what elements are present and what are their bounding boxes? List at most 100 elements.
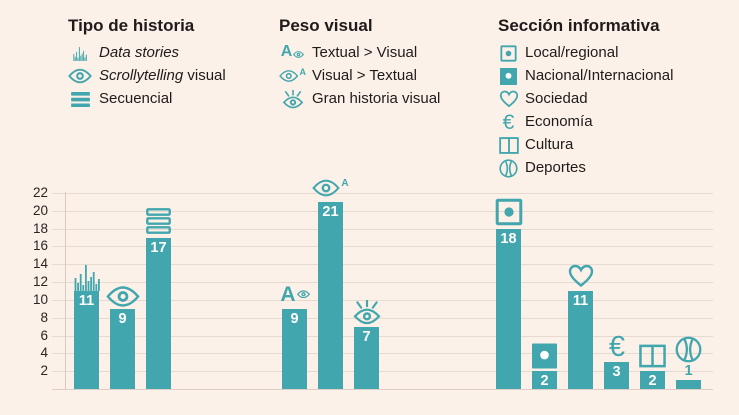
window-panes-icon	[498, 136, 519, 154]
bar-textual-visual	[282, 309, 307, 389]
legend-item-label: Visual > Textual	[312, 67, 417, 85]
legend-item-cultura: Cultura	[498, 134, 673, 156]
y-axis-tick-label: 8	[40, 310, 48, 325]
legend-label-part: Deportes	[525, 159, 586, 176]
legend-item-visual-textual: A Visual > Textual	[279, 65, 440, 87]
legend-item-sociedad: Sociedad	[498, 88, 673, 110]
bar-value-label: 1	[684, 363, 693, 379]
legend-panel-peso-visual: Peso visual A Textual > Visual A Visual > …	[279, 16, 440, 111]
bar-gran-historia-visual	[354, 327, 379, 389]
gridline	[52, 318, 713, 319]
gridline	[52, 336, 713, 337]
bar-value-label: 17	[150, 240, 167, 256]
y-axis-tick-label: 12	[32, 274, 48, 289]
letter-a-eye-icon: A	[279, 43, 306, 63]
gridline	[52, 300, 713, 301]
legend-item-gran-historia-visual: Gran historia visual	[279, 88, 440, 110]
gridline	[52, 211, 713, 212]
gridline	[52, 353, 713, 354]
y-axis-tick-label: 18	[32, 221, 48, 236]
bar-value-label: 18	[500, 231, 517, 247]
legend-label-part: Scrollytelling	[99, 67, 184, 84]
legend-item-label: Scrollytelling visual	[99, 67, 226, 85]
y-axis-tick-label: 22	[32, 185, 48, 200]
heart-icon	[568, 264, 594, 288]
gridline	[52, 371, 713, 372]
bar-value-label: 11	[78, 293, 95, 309]
y-axis-tick-label: 14	[32, 256, 48, 271]
gridline	[52, 246, 713, 247]
square-dot-outline-icon	[495, 198, 523, 226]
bar-data-stories	[74, 291, 99, 389]
legend-label-part: Cultura	[525, 136, 574, 153]
gridline	[52, 282, 713, 283]
legend-item-label: Deportes	[525, 159, 586, 177]
bar-nacional-internacional	[532, 371, 557, 389]
legend-panel-tipo-de-historia: Tipo de historia Data stories Scrollytell…	[68, 16, 226, 111]
eye-letter-a-icon: A	[279, 68, 306, 84]
bar-local-regional	[496, 229, 521, 389]
radiant-eye-icon	[279, 89, 306, 109]
bar-value-label: 9	[290, 311, 299, 327]
y-axis-tick-label: 20	[32, 203, 48, 218]
legend-item-nacional-internacional: Nacional/Internacional	[498, 65, 673, 87]
legend-item-label: Nacional/Internacional	[525, 67, 673, 85]
bar-cultura	[640, 371, 665, 389]
legend-panel-seccion-informativa: Sección informativa Local/regional Nacio…	[498, 16, 673, 180]
legend-label-part: Data stories	[99, 44, 180, 61]
legend-item-textual-visual: A Textual > Visual	[279, 42, 440, 64]
stacked-lines-icon	[68, 91, 92, 107]
legend-title: Sección informativa	[498, 16, 660, 35]
bar-value-label: 7	[362, 329, 371, 345]
legend-label-part: Economía	[525, 113, 593, 130]
legend-label-part: Visual > Textual	[312, 67, 417, 84]
mini-bar-chart-icon	[74, 263, 100, 291]
window-panes-icon	[639, 344, 666, 368]
bar-economia	[604, 362, 629, 389]
legend-item-scrollytelling-visual: Scrollytelling visual	[68, 65, 226, 87]
legend-title: Peso visual	[279, 16, 373, 35]
x-axis-baseline	[52, 389, 713, 390]
legend-item-label: Economía	[525, 113, 593, 131]
y-axis-tick-label: 10	[32, 292, 48, 307]
euro-icon: €	[502, 110, 515, 134]
y-axis-tick-label: 4	[40, 345, 48, 360]
bar-deportes	[676, 380, 701, 389]
eye-icon	[68, 68, 92, 84]
eye-letter-a-icon: A	[312, 179, 349, 200]
square-dot-filled-icon	[498, 67, 519, 85]
gridline	[52, 264, 713, 265]
letter-a-eye-icon: A	[280, 284, 310, 306]
bar-value-label: 21	[322, 204, 339, 220]
legend-item-label: Cultura	[525, 136, 573, 154]
legend-item-label: Gran historia visual	[312, 90, 440, 108]
y-axis-line	[65, 192, 66, 389]
bar-visual-textual	[318, 202, 343, 389]
euro-icon: €	[608, 331, 626, 363]
bar-scrollytelling-visual	[110, 309, 135, 389]
gridline	[52, 193, 713, 194]
gridline	[52, 229, 713, 230]
bar-value-label: 2	[540, 373, 549, 389]
legend-label-part: Gran historia visual	[312, 90, 441, 107]
legend-item-data-stories: Data stories	[68, 42, 226, 64]
ball-icon	[498, 158, 519, 178]
legend-item-label: Secuencial	[99, 90, 172, 108]
radiant-eye-icon	[352, 300, 382, 325]
legend-label-part: Nacional/Internacional	[525, 67, 674, 84]
legend-item-deportes: Deportes	[498, 157, 673, 179]
legend-item-label: Textual > Visual	[312, 44, 417, 62]
legend-item-label: Local/regional	[525, 44, 618, 62]
bar-value-label: 2	[648, 373, 657, 389]
eye-icon	[106, 286, 140, 307]
ball-icon	[675, 336, 702, 363]
legend-item-label: Sociedad	[525, 90, 588, 108]
legend-label-part: Sociedad	[525, 90, 588, 107]
legend-label-part: Textual > Visual	[312, 44, 418, 61]
legend-item-label: Data stories	[99, 44, 179, 62]
mini-bar-chart-icon	[68, 46, 92, 61]
legend-label-part: visual	[183, 67, 226, 84]
bar-sociedad	[568, 291, 593, 389]
legend-item-local-regional: Local/regional	[498, 42, 673, 64]
